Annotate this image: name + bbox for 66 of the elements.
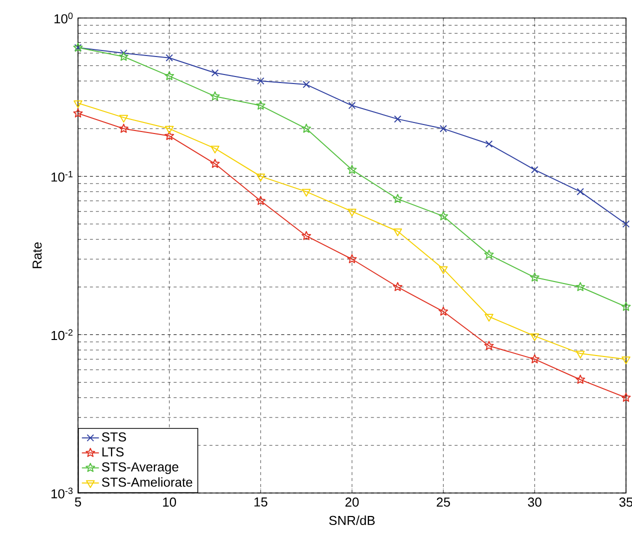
legend-label: STS-Ameliorate [102,477,192,487]
point [302,124,312,133]
point [348,208,356,216]
legend-label: STS [102,432,126,442]
point [576,350,585,359]
y-axis-title: Rate [32,242,42,268]
point [438,211,448,220]
legend-label: STS-Average [102,462,178,474]
point [347,254,357,264]
x-tick-label: 20 [345,498,359,507]
point [256,100,266,110]
point [347,164,357,174]
point [392,194,402,204]
point [438,306,448,316]
point [438,266,448,274]
point [302,231,312,240]
point [118,52,128,61]
point [576,282,586,292]
point [530,333,540,342]
point [210,91,220,100]
y-tick-label: 10$^{-3}$ [52,488,73,498]
point [164,71,174,80]
point [440,125,448,132]
point [164,126,174,134]
point [621,302,631,311]
point [256,174,266,182]
point [166,54,174,62]
x-tick-label: 30 [528,498,542,507]
point [394,115,402,123]
x-tick-label: 15 [254,498,268,507]
point [531,166,538,174]
point [119,114,128,123]
x-tick-label: 5 [74,498,82,507]
x-tick-label: 25 [436,498,450,507]
point [530,272,540,282]
point [164,130,174,140]
point [120,49,128,57]
point [392,282,402,292]
x-axis-title: SNR/dB [329,516,375,526]
legend-label: LTS [102,447,124,457]
y-tick-label: 10$^{-1}$ [52,170,73,182]
point [621,392,631,402]
y-tick-label: 10$^{0}$ [54,12,73,24]
x-tick-label: 10 [163,498,176,507]
point [210,158,220,168]
point [484,314,494,322]
point [576,188,584,196]
point [211,69,219,77]
point [530,354,540,364]
point [302,80,310,88]
point [485,140,493,148]
point [256,196,266,205]
point [393,228,402,236]
point [484,340,494,350]
point [622,220,630,228]
point [118,124,128,133]
point [74,100,82,108]
point [257,77,264,85]
point [210,146,220,154]
point [302,188,311,197]
point [576,374,586,384]
y-tick-label: 10$^{-2}$ [52,329,73,340]
point [73,108,83,118]
point [484,250,494,259]
point [622,356,630,364]
point [348,102,356,110]
